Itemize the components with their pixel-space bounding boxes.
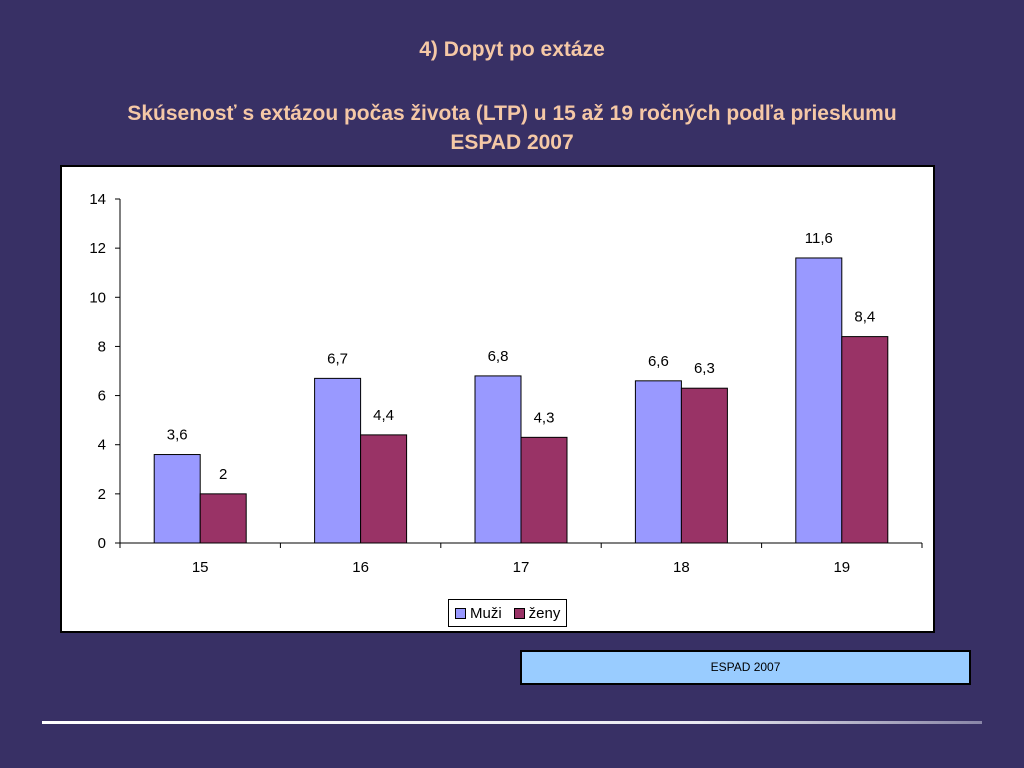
data-label: 6,7: [327, 350, 348, 367]
x-tick-label: 18: [673, 559, 690, 576]
x-tick-label: 19: [833, 559, 850, 576]
data-label: 4,4: [373, 407, 394, 424]
y-tick-label: 0: [98, 535, 106, 552]
data-label: 3,6: [167, 427, 188, 444]
y-tick-label: 10: [89, 289, 106, 306]
y-tick-label: 8: [98, 338, 106, 355]
y-tick-label: 6: [98, 388, 106, 405]
source-label: ESPAD 2007: [710, 660, 781, 674]
y-tick-label: 2: [98, 486, 106, 503]
bar-zeny: [680, 387, 728, 544]
y-tick-label: 14: [89, 191, 106, 208]
bar-zeny: [360, 434, 408, 544]
bar-muzi: [153, 454, 201, 544]
y-tick-label: 12: [89, 240, 106, 257]
footer-divider: [42, 721, 982, 724]
data-label: 4,3: [534, 409, 555, 426]
bar-muzi: [634, 380, 682, 544]
data-label: 2: [219, 466, 227, 483]
legend-swatch-muzi: [455, 607, 466, 619]
chart-legend: Muži ženy: [448, 599, 568, 627]
data-label: 11,6: [805, 230, 833, 247]
bar-zeny: [841, 336, 889, 544]
legend-entry-muzi: Muži: [455, 605, 502, 622]
x-tick-label: 15: [192, 559, 209, 576]
bar-muzi: [314, 377, 362, 544]
bar-chart: 0 2 4 6 8 10 12 14 15 3,6 2 16 6,7 4,4 17 6,8 4,3 18 6,6 6,…: [89, 191, 923, 576]
bar-zeny: [520, 436, 568, 544]
data-label: 6,8: [488, 348, 509, 365]
source-box: ESPAD 2007: [520, 650, 971, 685]
bar-zeny: [199, 493, 247, 544]
data-label: 8,4: [854, 309, 875, 326]
legend-label-muzi: Muži: [470, 604, 502, 622]
data-label: 6,3: [694, 360, 715, 377]
legend-swatch-zeny: [513, 607, 525, 619]
bar-muzi: [795, 257, 843, 544]
y-tick-label: 4: [98, 437, 106, 454]
legend-label-zeny: ženy: [528, 604, 561, 622]
slide-subtitle: Skúsenosť s extázou počas života (LTP) u…: [127, 102, 897, 154]
legend-entry-zeny: ženy: [513, 604, 561, 622]
slide-title: 4) Dopyt po extáze: [419, 38, 605, 61]
bar-muzi: [474, 375, 522, 544]
chart-area: 0 2 4 6 8 10 12 14 15 3,6 2 16 6,7 4,4 17 6,8 4,3 18 6,6 6,…: [60, 165, 935, 633]
data-label: 6,6: [648, 353, 669, 370]
x-tick-label: 17: [513, 559, 530, 576]
x-tick-label: 16: [352, 559, 369, 576]
